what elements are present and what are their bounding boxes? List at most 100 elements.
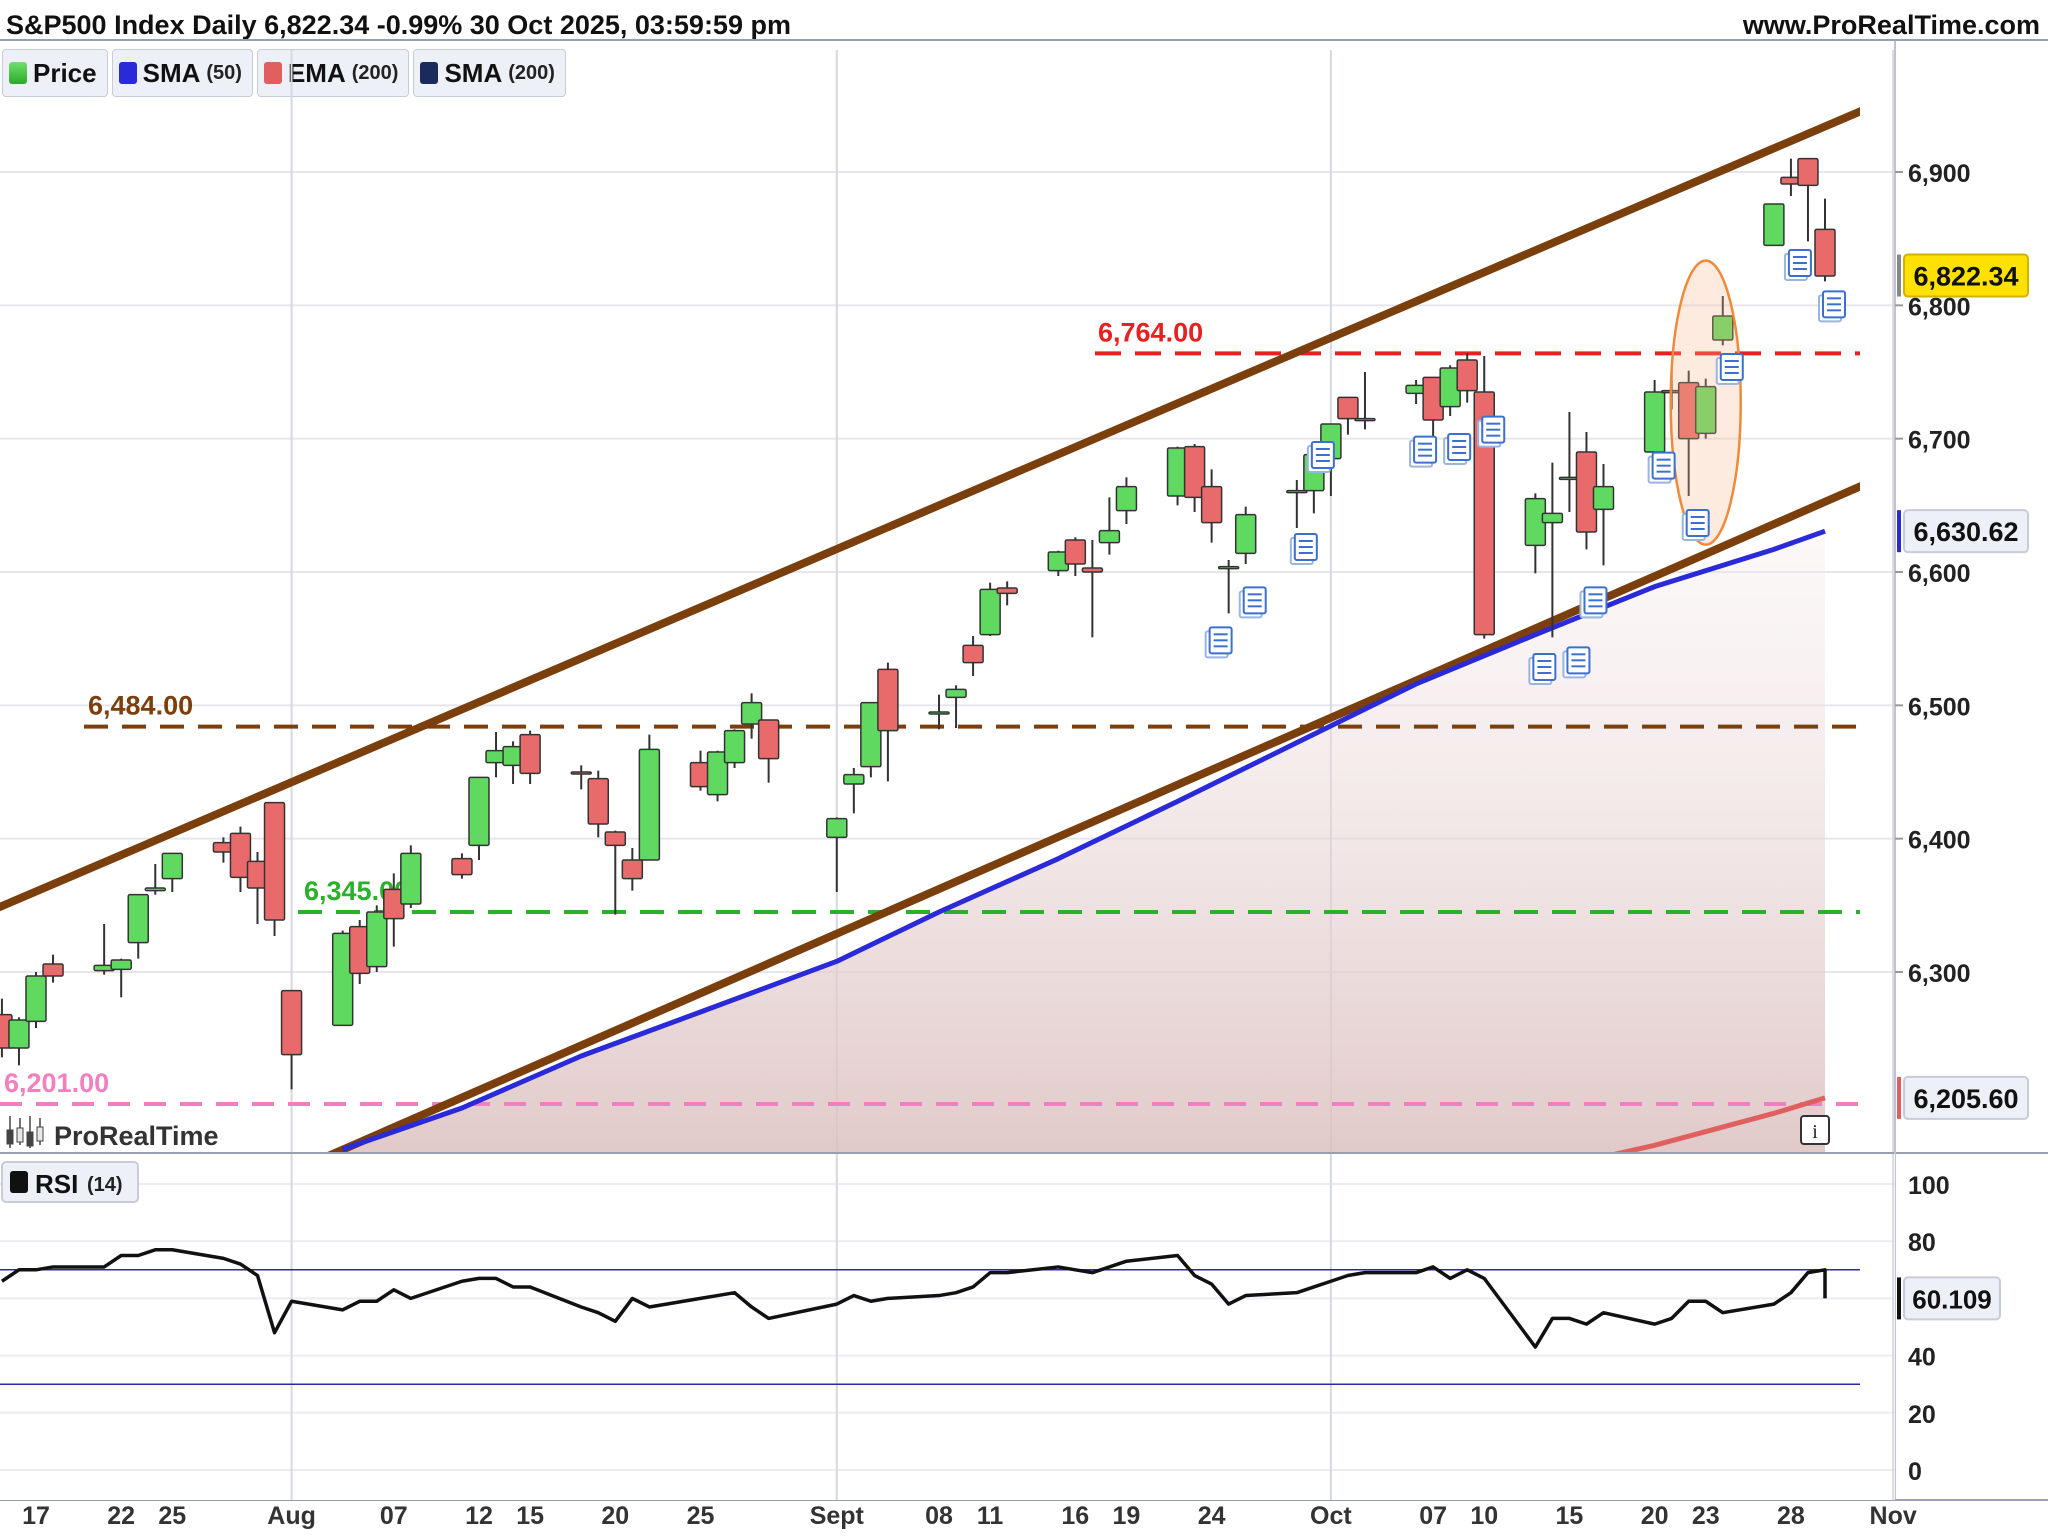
highlight-ellipse[interactable] bbox=[1669, 259, 1742, 546]
candle[interactable] bbox=[1286, 480, 1308, 528]
candle[interactable] bbox=[468, 776, 490, 860]
candle[interactable] bbox=[826, 817, 848, 892]
candle[interactable] bbox=[996, 581, 1018, 606]
candle[interactable] bbox=[451, 853, 473, 879]
candle[interactable] bbox=[263, 801, 286, 936]
candle[interactable] bbox=[1541, 462, 1564, 638]
candle[interactable] bbox=[740, 693, 763, 739]
candle[interactable] bbox=[1422, 376, 1444, 442]
candle[interactable] bbox=[1337, 396, 1359, 435]
candle[interactable] bbox=[42, 954, 64, 983]
candle[interactable] bbox=[519, 730, 541, 784]
candle[interactable] bbox=[843, 768, 865, 814]
candle[interactable] bbox=[1677, 370, 1700, 496]
news-document-icon[interactable] bbox=[1818, 290, 1846, 323]
candle[interactable] bbox=[8, 1017, 30, 1066]
sma50-value-tag[interactable]: 6,630.62 bbox=[1897, 509, 2029, 554]
candle[interactable] bbox=[1217, 560, 1240, 614]
time-tick-label: 20 bbox=[1641, 1502, 1669, 1530]
candle[interactable] bbox=[1524, 493, 1547, 574]
candle[interactable] bbox=[723, 729, 746, 768]
news-document-icon[interactable] bbox=[1409, 435, 1438, 468]
news-document-icon[interactable] bbox=[1647, 451, 1676, 484]
candle[interactable] bbox=[110, 958, 132, 998]
candle[interactable] bbox=[860, 701, 882, 778]
news-document-icon[interactable] bbox=[1289, 533, 1318, 565]
news-document-icon[interactable] bbox=[1681, 509, 1710, 541]
candle[interactable] bbox=[945, 685, 967, 728]
legend-price[interactable]: Price bbox=[2, 49, 108, 97]
candle[interactable] bbox=[621, 848, 644, 891]
candle[interactable] bbox=[979, 582, 1001, 636]
ema200-value-tag[interactable]: 6,205.60 bbox=[1897, 1075, 2029, 1120]
candle[interactable] bbox=[25, 972, 47, 1028]
candle[interactable] bbox=[604, 830, 627, 915]
site-url[interactable]: www.ProRealTime.com bbox=[1742, 10, 2040, 40]
rsi-value-tag[interactable]: 60.109 bbox=[1897, 1276, 2001, 1321]
news-document-icon[interactable] bbox=[1306, 441, 1335, 473]
candle[interactable] bbox=[757, 719, 780, 783]
channel-upper-line[interactable] bbox=[0, 97, 1893, 913]
candle[interactable] bbox=[587, 770, 610, 838]
news-document-icon[interactable] bbox=[1477, 415, 1506, 448]
news-document-icon[interactable] bbox=[1238, 586, 1267, 619]
candle[interactable] bbox=[928, 694, 950, 730]
candle[interactable] bbox=[1115, 477, 1138, 524]
candle-body-up bbox=[1098, 529, 1121, 544]
candle[interactable] bbox=[706, 750, 729, 802]
candle[interactable] bbox=[1473, 356, 1495, 639]
candle[interactable] bbox=[1200, 469, 1223, 543]
candle[interactable] bbox=[229, 826, 252, 892]
candle[interactable] bbox=[962, 636, 984, 676]
news-document-icon[interactable] bbox=[1715, 353, 1744, 385]
ema200-line[interactable] bbox=[1535, 1095, 1826, 1172]
news-document-icon[interactable] bbox=[1562, 646, 1591, 679]
candle[interactable] bbox=[638, 734, 661, 861]
news-document-icon[interactable] bbox=[1204, 626, 1233, 659]
candle[interactable] bbox=[1712, 296, 1734, 346]
legend-ema200[interactable]: EMA (200) bbox=[256, 49, 410, 97]
news-document-icon[interactable] bbox=[1443, 433, 1472, 465]
time-tick-label: 10 bbox=[1470, 1502, 1498, 1530]
rsi-line[interactable] bbox=[0, 1248, 1827, 1349]
candle-body-up bbox=[1286, 489, 1308, 494]
candle[interactable] bbox=[570, 765, 592, 790]
last-price-tag[interactable]: 6,822.34 bbox=[1897, 253, 2029, 298]
candle[interactable] bbox=[144, 864, 167, 895]
candle[interactable] bbox=[1456, 353, 1478, 403]
candle[interactable] bbox=[1354, 372, 1376, 430]
legend-sma200[interactable]: SMA (200) bbox=[413, 49, 566, 97]
candle[interactable] bbox=[1098, 497, 1121, 555]
candle[interactable] bbox=[1592, 464, 1615, 566]
candle[interactable] bbox=[127, 893, 149, 959]
sma50-line[interactable] bbox=[341, 528, 1826, 1152]
legend-sma50[interactable]: SMA (50) bbox=[111, 49, 253, 97]
rsi-background bbox=[0, 1154, 1895, 1500]
news-document-icon[interactable] bbox=[1579, 586, 1608, 619]
candle[interactable] bbox=[400, 845, 422, 908]
candle[interactable] bbox=[161, 852, 184, 892]
candle[interactable] bbox=[1081, 540, 1104, 638]
candle[interactable] bbox=[689, 750, 712, 791]
candle[interactable] bbox=[1047, 550, 1070, 576]
candle[interactable] bbox=[93, 924, 115, 975]
candle[interactable] bbox=[877, 662, 899, 782]
news-document-icon[interactable] bbox=[1528, 653, 1557, 685]
candle[interactable] bbox=[280, 989, 303, 1090]
candle-body-up bbox=[144, 887, 167, 892]
candle[interactable] bbox=[1814, 198, 1836, 282]
info-button[interactable]: i bbox=[1800, 1115, 1830, 1145]
candle[interactable] bbox=[331, 930, 354, 1027]
news-document-icon[interactable] bbox=[1783, 249, 1812, 281]
candle[interactable] bbox=[1763, 203, 1785, 247]
rsi-legend[interactable]: RSI (14) bbox=[1, 1161, 139, 1203]
candle[interactable] bbox=[1183, 444, 1206, 512]
candle[interactable] bbox=[366, 905, 388, 972]
candle[interactable] bbox=[1405, 380, 1427, 404]
candle[interactable] bbox=[1234, 506, 1257, 564]
channel-lower-line[interactable] bbox=[292, 472, 1894, 1172]
candle[interactable] bbox=[1797, 157, 1819, 242]
candle[interactable] bbox=[1694, 378, 1717, 439]
candle[interactable] bbox=[1064, 537, 1087, 576]
